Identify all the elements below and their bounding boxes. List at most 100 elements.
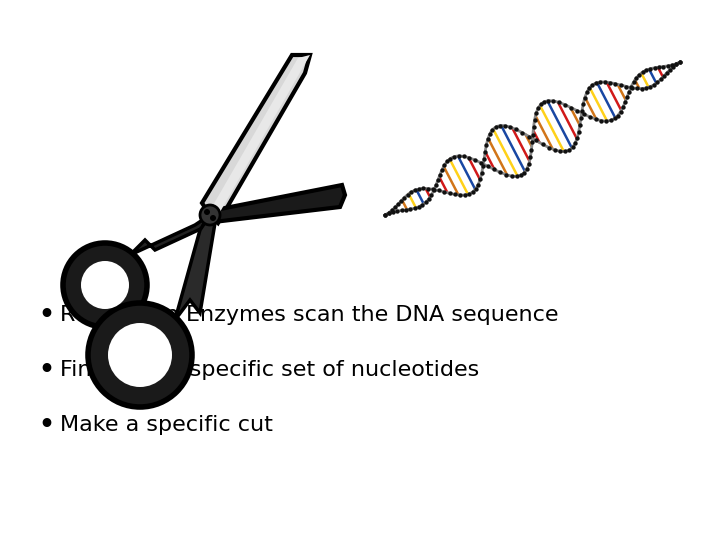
Point: [413, 202, 424, 211]
Point: [667, 63, 679, 71]
Point: [548, 97, 559, 105]
Point: [587, 81, 598, 90]
Point: [553, 98, 564, 107]
Point: [572, 106, 583, 115]
Point: [570, 139, 581, 147]
Point: [567, 143, 578, 152]
Point: [506, 172, 518, 180]
Point: [409, 186, 420, 194]
Point: [521, 164, 533, 173]
Point: [418, 184, 429, 193]
Point: [526, 146, 537, 154]
Polygon shape: [202, 55, 310, 223]
Point: [453, 152, 464, 160]
Polygon shape: [212, 55, 310, 212]
Point: [641, 66, 652, 75]
Polygon shape: [205, 185, 345, 223]
Point: [379, 211, 391, 219]
Point: [428, 185, 439, 194]
Point: [426, 191, 437, 199]
Point: [590, 115, 602, 124]
Point: [549, 146, 561, 154]
Point: [565, 103, 577, 112]
Point: [649, 64, 660, 72]
Point: [637, 68, 649, 77]
Point: [584, 84, 595, 92]
Point: [664, 65, 675, 74]
Point: [438, 161, 450, 170]
Point: [438, 187, 450, 196]
Point: [579, 93, 590, 102]
Point: [572, 133, 583, 142]
Point: [670, 59, 682, 68]
Point: [634, 70, 645, 79]
Point: [532, 104, 544, 113]
Point: [413, 185, 425, 193]
Point: [575, 113, 587, 122]
Point: [387, 208, 399, 217]
Point: [525, 153, 536, 161]
Point: [648, 80, 660, 89]
Point: [474, 175, 486, 184]
Point: [495, 168, 506, 177]
Point: [510, 125, 522, 134]
Point: [600, 117, 612, 125]
Point: [657, 62, 669, 71]
Text: Restriction Enzymes scan the DNA sequence: Restriction Enzymes scan the DNA sequenc…: [60, 305, 559, 325]
Point: [392, 200, 404, 208]
Point: [517, 129, 528, 137]
Point: [615, 107, 626, 116]
Point: [599, 78, 611, 86]
Point: [500, 170, 512, 179]
Circle shape: [210, 215, 216, 221]
Point: [605, 116, 616, 125]
Point: [490, 123, 502, 131]
Point: [581, 88, 593, 97]
Point: [666, 60, 678, 69]
Point: [487, 125, 498, 134]
Point: [628, 78, 639, 86]
Circle shape: [108, 323, 172, 387]
Point: [554, 147, 566, 156]
Point: [621, 82, 632, 91]
Point: [428, 186, 439, 194]
Point: [383, 208, 395, 217]
Point: [652, 78, 663, 87]
Circle shape: [63, 243, 147, 327]
Point: [433, 186, 444, 195]
Point: [595, 78, 606, 86]
Point: [477, 162, 489, 171]
Point: [624, 87, 635, 96]
Point: [674, 58, 685, 66]
Point: [544, 143, 555, 152]
Point: [662, 62, 673, 70]
Point: [573, 127, 585, 136]
Point: [619, 98, 631, 106]
Point: [655, 75, 667, 84]
Point: [386, 206, 397, 214]
Point: [644, 64, 656, 73]
Point: [480, 141, 492, 150]
Point: [402, 190, 413, 199]
Point: [644, 83, 656, 91]
Point: [617, 103, 629, 112]
Point: [441, 157, 453, 166]
Point: [527, 130, 539, 139]
Circle shape: [204, 209, 210, 215]
Point: [640, 84, 652, 92]
Point: [488, 165, 500, 174]
Point: [674, 58, 685, 66]
Point: [636, 84, 647, 93]
Point: [537, 140, 549, 149]
Point: [423, 194, 435, 203]
Point: [409, 204, 420, 213]
Point: [626, 83, 637, 91]
Point: [392, 207, 403, 215]
Point: [458, 152, 469, 161]
Point: [610, 79, 621, 88]
Point: [626, 83, 637, 92]
Point: [510, 172, 522, 180]
Point: [423, 184, 434, 193]
Point: [484, 130, 495, 138]
Point: [584, 113, 595, 122]
